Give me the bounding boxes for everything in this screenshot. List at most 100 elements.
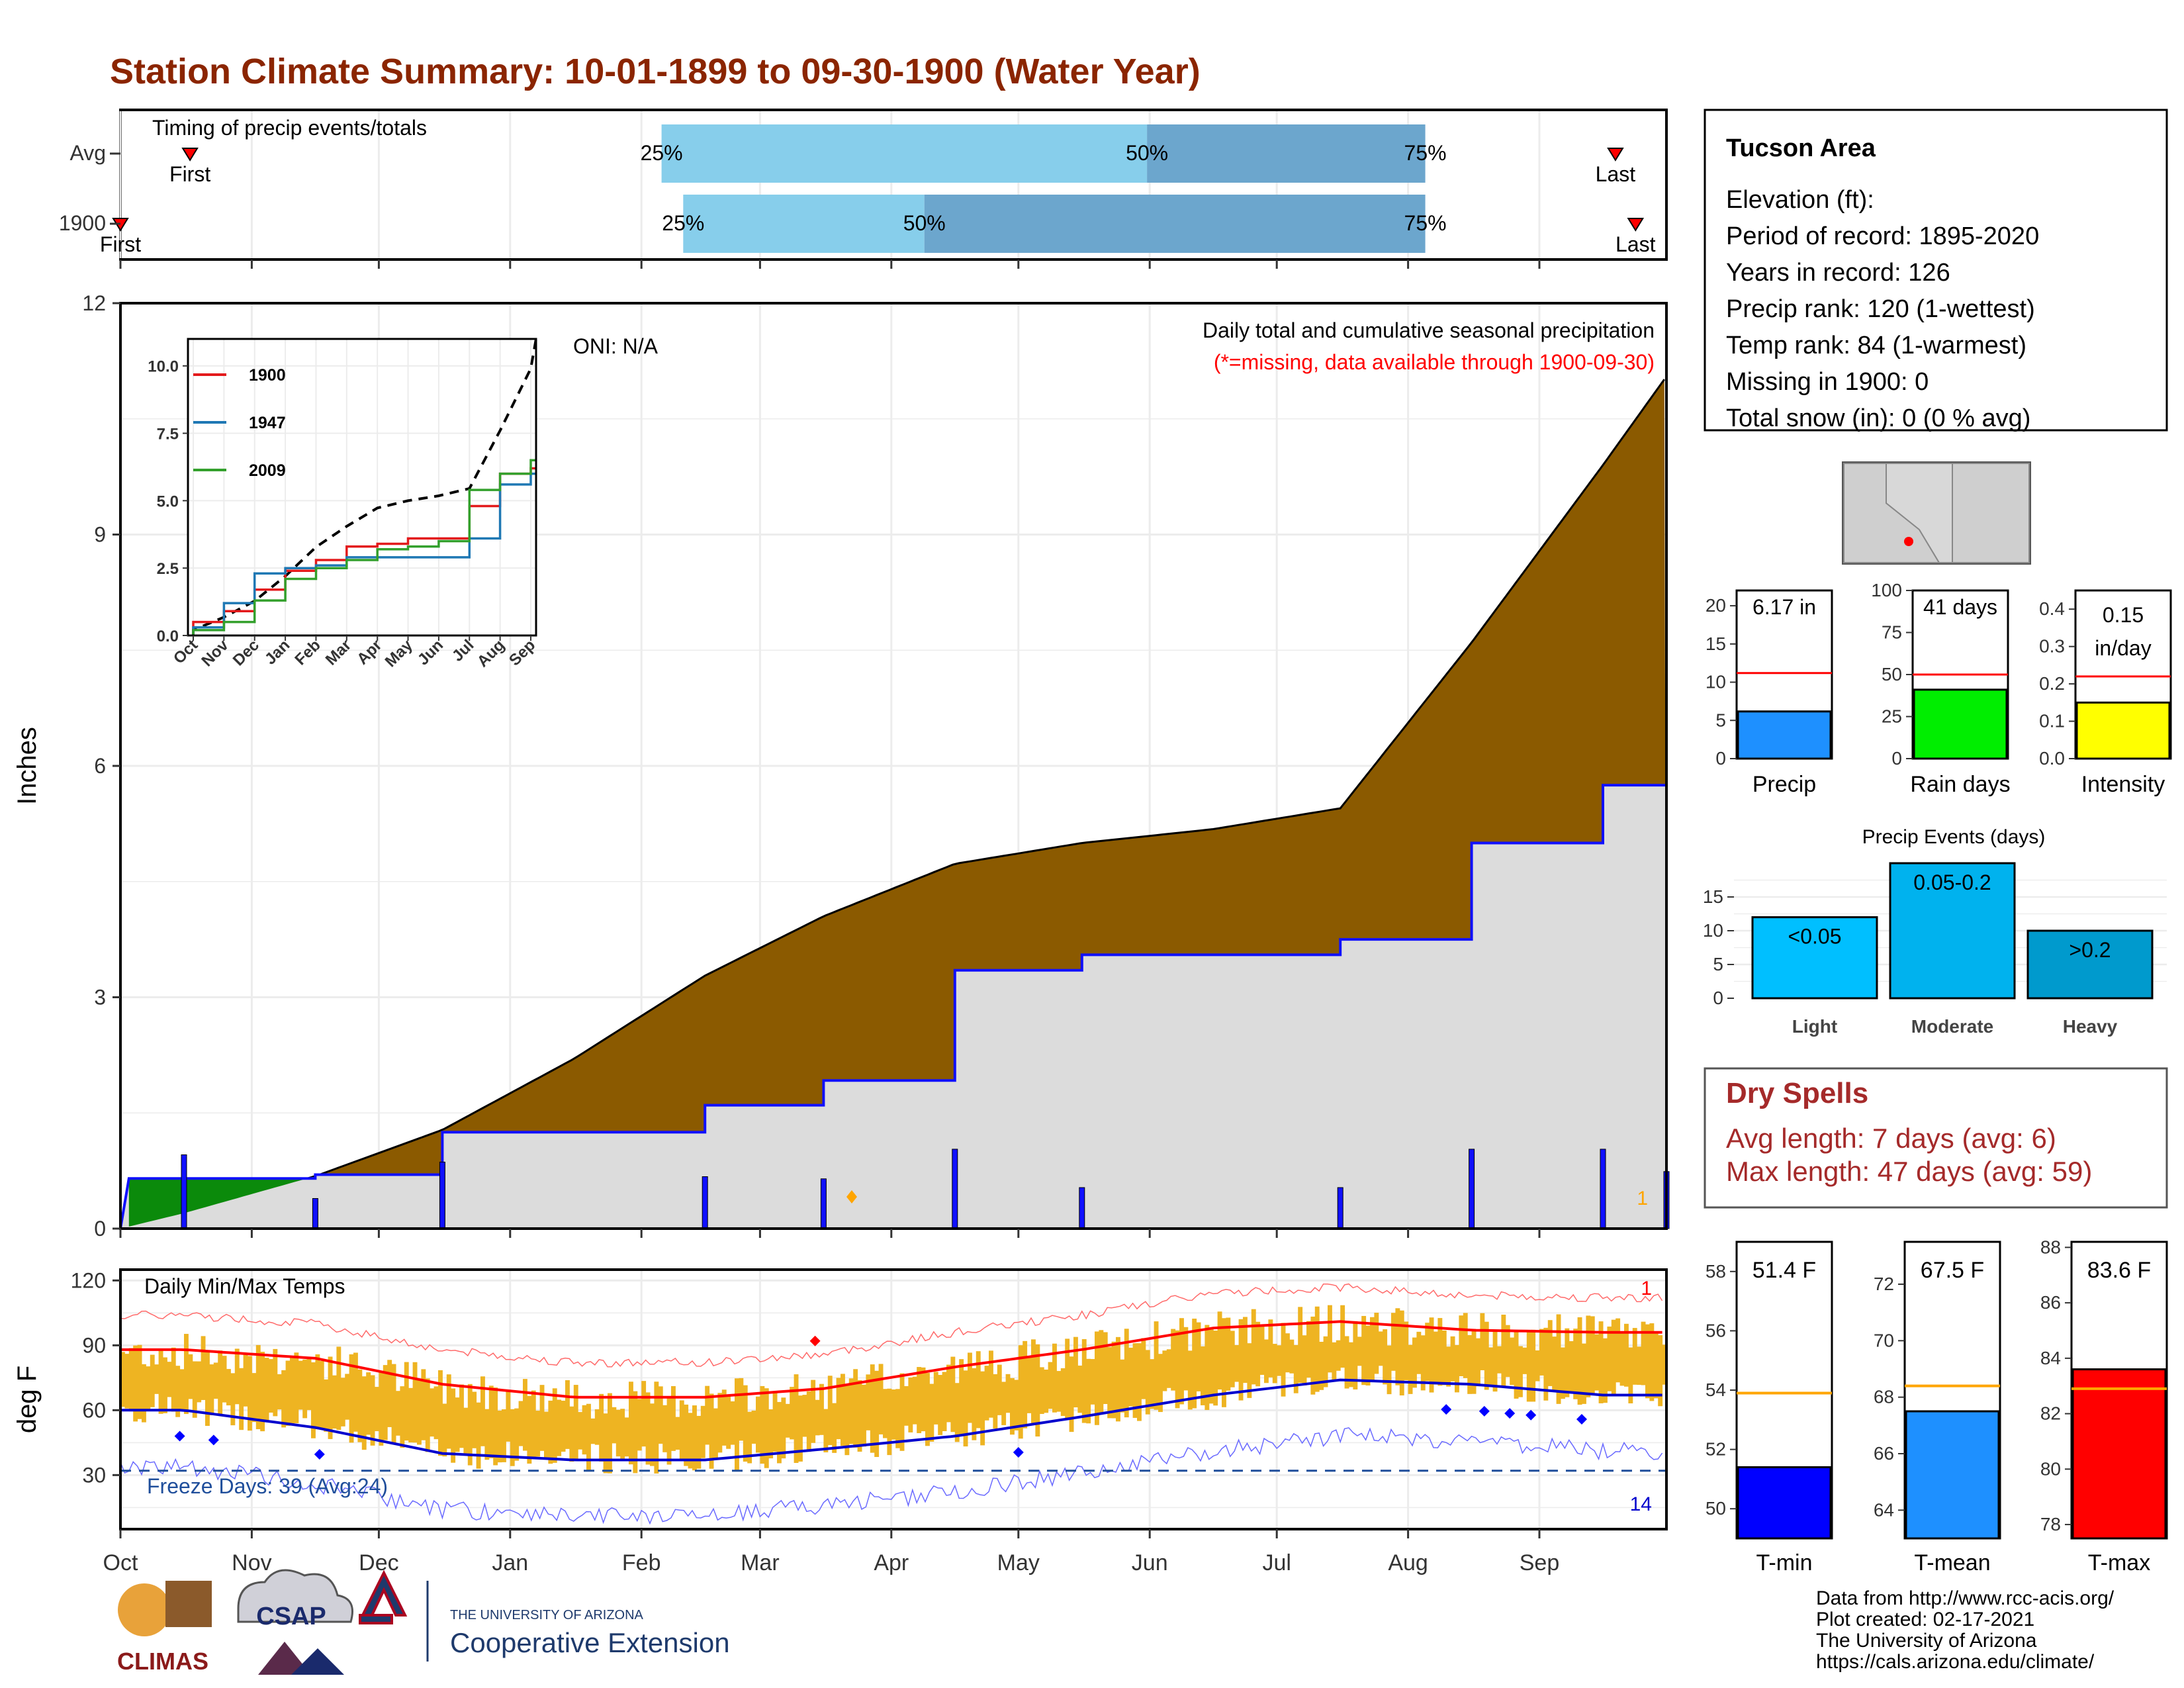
temp-range-bar <box>1302 1335 1307 1385</box>
temp-range-bar <box>188 1354 193 1399</box>
temp-range-bar <box>1446 1346 1451 1387</box>
summary-bar <box>1913 688 2008 760</box>
temp-range-bar <box>497 1410 502 1463</box>
temp-range-bar <box>433 1386 439 1440</box>
precip-events-chart: Precip Events (days) <0.05 Light 0.05-0.2 M… <box>1703 826 2167 1037</box>
summary-value-unit: in/day <box>2095 636 2151 660</box>
temp-summary-y-tick-label: 80 <box>2040 1458 2061 1479</box>
daily-precip-bar <box>1337 1187 1343 1229</box>
temp-range-bar <box>823 1409 829 1452</box>
temp-range-bar <box>137 1344 142 1419</box>
csap-cloud-icon <box>237 1569 353 1623</box>
temp-range-bar <box>1607 1326 1612 1391</box>
temp-range-bar <box>412 1362 418 1443</box>
temp-range-bar <box>671 1385 676 1451</box>
temp-range-bar <box>1569 1341 1574 1392</box>
observed-cumulative-area <box>120 753 1666 1229</box>
temp-range-bar <box>408 1387 414 1443</box>
temp-range-bar <box>1374 1313 1379 1374</box>
temp-y-tick-label: 30 <box>82 1463 106 1487</box>
temp-range-bar <box>222 1356 227 1403</box>
temp-range-bar <box>1467 1335 1473 1394</box>
dry-spells-avg: Avg length: 7 days (avg: 6) <box>1726 1123 2056 1154</box>
temp-range-bar <box>1107 1346 1113 1419</box>
temp-summary-y-tick-label: 70 <box>1874 1330 1894 1350</box>
timing-bar-first-half <box>683 195 925 253</box>
missing-count: 1 <box>1637 1188 1648 1209</box>
temp-range-bar <box>1370 1317 1375 1382</box>
temp-range-bar <box>438 1370 443 1456</box>
temp-range-bar <box>1323 1336 1328 1387</box>
temp-range-bar <box>1128 1347 1134 1407</box>
temp-range-bar <box>154 1364 159 1394</box>
temp-range-bar <box>891 1389 896 1440</box>
temp-range-bar <box>539 1385 545 1451</box>
temp-range-bar <box>666 1397 672 1465</box>
temp-summary-y-tick-label: 82 <box>2040 1403 2061 1424</box>
temp-range-bar <box>269 1359 273 1413</box>
temp-range-bar <box>1658 1335 1663 1407</box>
temp-range-bar <box>1310 1316 1316 1395</box>
daily-precip-bar <box>702 1176 708 1229</box>
first-event-label: First <box>169 162 210 186</box>
temp-summary-value-label: 83.6 F <box>2087 1258 2151 1283</box>
temp-range-bar <box>387 1360 392 1427</box>
temp-summary-y-tick-label: 88 <box>2040 1237 2061 1257</box>
station-line: Period of record: 1895-2020 <box>1726 222 2039 250</box>
temp-range-bar <box>739 1378 744 1441</box>
month-label: Nov <box>232 1550 271 1575</box>
events-category-label: Light <box>1792 1016 1837 1037</box>
temp-range-bar <box>1637 1346 1642 1385</box>
inset-y-tick-label: 0.0 <box>157 628 179 645</box>
inset-y-tick-label: 2.5 <box>157 560 179 578</box>
temp-range-bar <box>332 1375 337 1429</box>
temp-range-bar <box>1480 1313 1485 1370</box>
month-label: May <box>997 1550 1040 1575</box>
temp-range-bar <box>277 1374 282 1410</box>
timing-panel: 25% 50% 75% First Last 25% 50% 75% First Last Tim… <box>59 109 1668 261</box>
temp-range-bar <box>531 1390 536 1459</box>
temp-range-bar <box>899 1373 905 1451</box>
temp-range-bar <box>1264 1339 1269 1383</box>
temp-range-bar <box>1441 1330 1447 1385</box>
first-event-label: First <box>100 232 141 256</box>
temp-range-bar <box>1145 1350 1150 1415</box>
temp-range-bar <box>561 1400 566 1452</box>
temp-range-bar <box>230 1373 236 1426</box>
temp-range-bar <box>929 1383 934 1442</box>
temp-range-bar <box>785 1403 790 1438</box>
temp-range-bar <box>878 1364 884 1434</box>
temp-range-bar <box>167 1362 172 1397</box>
temp-range-bar <box>340 1378 345 1427</box>
temp-range-bar <box>446 1374 451 1449</box>
temp-range-bar <box>997 1364 1002 1415</box>
temp-range-bar <box>467 1383 473 1466</box>
temp-range-bar <box>1005 1374 1011 1413</box>
temp-range-bar <box>675 1417 680 1450</box>
dry-spells-title: Dry Spells <box>1726 1077 1868 1109</box>
summary-y-tick-label: 75 <box>1882 622 1902 643</box>
inset-line-2009 <box>192 459 537 635</box>
temp-range-bar <box>1111 1341 1116 1419</box>
temp-range-bar <box>298 1360 303 1410</box>
station-line: Elevation (ft): <box>1726 186 1874 214</box>
temp-range-bar <box>1577 1317 1582 1405</box>
temp-range-bar <box>370 1375 375 1446</box>
temp-range-bar <box>239 1368 244 1430</box>
events-category-label: Heavy <box>2063 1016 2118 1037</box>
month-label: Jan <box>492 1550 528 1575</box>
footer-line: https://cals.arizona.edu/climate/ <box>1816 1651 2095 1673</box>
temp-range-bar <box>1353 1321 1358 1390</box>
record-low-marker-icon <box>1013 1447 1024 1458</box>
temp-range-bar <box>578 1412 583 1450</box>
temp-range-bar <box>476 1402 481 1469</box>
temp-range-bar <box>1243 1317 1248 1383</box>
temp-range-bar <box>1645 1324 1650 1399</box>
precip-y-tick-label: 0 <box>94 1217 106 1241</box>
temp-summary-y-tick-label: 66 <box>1874 1443 1894 1464</box>
inset-background <box>188 339 536 635</box>
temp-range-bar <box>1632 1328 1637 1385</box>
temp-range-bar <box>1522 1347 1527 1374</box>
temp-range-bar <box>361 1376 367 1450</box>
station-line: Missing in 1900: 0 <box>1726 368 1929 396</box>
